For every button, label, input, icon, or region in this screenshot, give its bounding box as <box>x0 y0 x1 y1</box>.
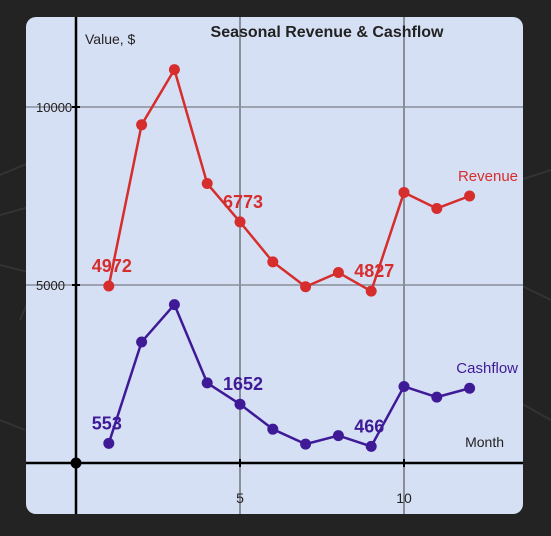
revenue-point <box>201 178 213 190</box>
cashflow-point <box>267 423 279 435</box>
revenue-point <box>168 64 180 76</box>
cashflow-data-label: 1652 <box>223 374 263 394</box>
revenue-point <box>234 216 246 228</box>
cashflow-point <box>201 377 213 389</box>
x-axis-label: Month <box>465 434 504 450</box>
chart-card: Seasonal Revenue & Cashflow Value, $ Mon… <box>26 17 523 514</box>
grid <box>26 17 523 514</box>
revenue-point <box>332 267 344 279</box>
revenue-point <box>464 190 476 202</box>
cashflow-data-label: 553 <box>92 413 122 433</box>
cashflow-data-label: 466 <box>354 416 384 436</box>
revenue-point <box>365 285 377 297</box>
chart-title: Seasonal Revenue & Cashflow <box>211 24 445 41</box>
origin-marker <box>70 457 82 469</box>
cashflow-point <box>365 440 377 452</box>
line-chart: Seasonal Revenue & Cashflow Value, $ Mon… <box>26 17 523 514</box>
cashflow-point <box>464 382 476 394</box>
revenue-data-label: 6773 <box>223 192 263 212</box>
revenue-point <box>136 119 148 131</box>
revenue-point <box>398 186 410 198</box>
tick-labels: 5 10 5000 10000 <box>36 100 412 506</box>
x-tick-label-10: 10 <box>396 490 412 506</box>
cashflow-line <box>107 303 470 448</box>
revenue-point <box>103 280 115 292</box>
cashflow-point <box>300 438 312 450</box>
axes <box>26 17 523 514</box>
cashflow-point <box>431 391 443 403</box>
cashflow-point <box>103 437 115 449</box>
y-tick-label-5000: 5000 <box>36 278 65 293</box>
revenue-data-label: 4827 <box>354 261 394 281</box>
revenue-point <box>431 202 443 214</box>
cashflow-series-label: Cashflow <box>456 360 518 377</box>
y-tick-label-10000: 10000 <box>36 100 72 115</box>
cashflow-point <box>168 299 180 311</box>
cashflow-point <box>332 430 344 442</box>
revenue-data-label: 4972 <box>92 256 132 276</box>
revenue-line <box>107 68 471 293</box>
y-axis-label: Value, $ <box>85 31 136 47</box>
revenue-point <box>300 281 312 293</box>
cashflow-point <box>136 336 148 348</box>
cashflow-point <box>398 380 410 392</box>
series-layer: 4972 6773 4827 Revenue 553 1652 466 Cashflow <box>92 64 518 452</box>
cashflow-point <box>234 398 246 410</box>
x-tick-label-5: 5 <box>236 490 244 506</box>
revenue-series-label: Revenue <box>458 168 518 185</box>
revenue-point <box>267 256 279 268</box>
